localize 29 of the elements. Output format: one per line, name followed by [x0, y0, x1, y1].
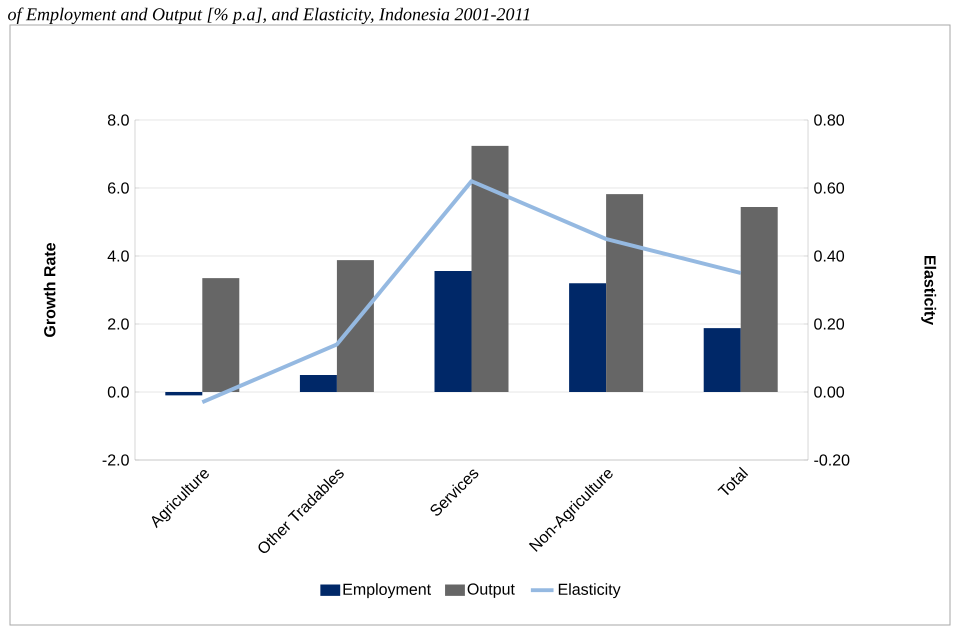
y2-tick-label: 0.80 — [814, 114, 844, 126]
y2-tick-label: 0.40 — [814, 250, 844, 262]
bar — [165, 392, 202, 396]
legend-label: Elasticity — [558, 583, 621, 598]
bar — [606, 194, 644, 392]
y-tick-label: 8.0 — [108, 114, 129, 126]
y2-axis-title: Elasticity — [921, 256, 936, 326]
bar — [202, 278, 240, 392]
y-tick-label: -2.0 — [102, 454, 129, 466]
bar — [569, 283, 606, 392]
y2-tick-label: 0.60 — [814, 182, 844, 194]
y-tick-label: 6.0 — [108, 182, 129, 194]
y-tick-label: 2.0 — [108, 318, 129, 330]
line-series — [200, 179, 743, 404]
y-axis-title: Growth Rate — [44, 242, 56, 337]
y-tick-label: 0.0 — [108, 386, 129, 398]
y2-tick-label: 0.00 — [814, 386, 844, 398]
bar — [740, 207, 778, 392]
bar — [704, 328, 741, 392]
bar — [336, 260, 374, 392]
legend-label: Employment — [344, 583, 431, 598]
legend-label: Output — [468, 583, 515, 598]
chart-title: of Employment and Output [% p.a], and Elasticity, Indonesia 2001-2011 — [8, 8, 530, 24]
y2-tick-label: 0.20 — [814, 318, 844, 330]
bar — [472, 146, 509, 392]
y2-tick-label: -0.20 — [814, 454, 850, 466]
y-tick-label: 4.0 — [108, 250, 129, 262]
bar — [434, 270, 472, 392]
bar — [300, 375, 337, 392]
